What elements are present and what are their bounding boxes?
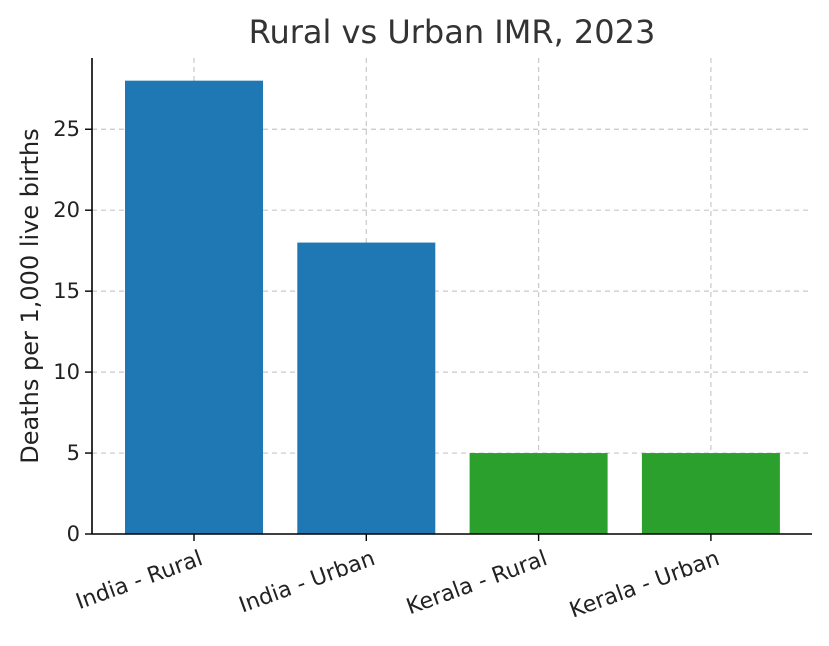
- bar: [641, 453, 780, 534]
- y-ticks: 0 5 10 15 20 25: [53, 117, 92, 546]
- x-ticks: India - Rural India - Urban Kerala - Rural…: [73, 534, 723, 623]
- y-tick-label: 20: [53, 198, 80, 222]
- y-tick-label: 15: [53, 279, 80, 303]
- bars: [125, 80, 780, 535]
- y-tick-label: 5: [67, 441, 80, 465]
- x-tick-label: Kerala - Rural: [403, 546, 550, 620]
- x-tick-label: India - Urban: [236, 546, 378, 618]
- bar: [297, 242, 436, 535]
- y-tick-label: 0: [67, 522, 80, 546]
- x-tick-label: Kerala - Urban: [566, 546, 723, 623]
- y-tick-label: 10: [53, 360, 80, 384]
- axes: [91, 58, 812, 535]
- bar: [469, 453, 608, 534]
- x-tick-label: India - Rural: [73, 546, 206, 615]
- y-axis-label: Deaths per 1,000 live births: [16, 128, 44, 463]
- chart-title: Rural vs Urban IMR, 2023: [249, 13, 656, 51]
- y-tick-label: 25: [53, 117, 80, 141]
- bar: [125, 80, 263, 535]
